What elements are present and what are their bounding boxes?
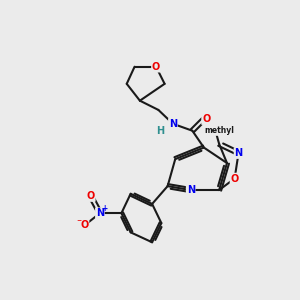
Text: ⁻: ⁻ (77, 218, 82, 228)
Text: O: O (230, 173, 239, 184)
Text: O: O (152, 62, 160, 72)
Text: N: N (96, 208, 104, 218)
Text: N: N (187, 185, 195, 195)
Text: N: N (235, 148, 243, 158)
Text: H: H (157, 126, 165, 136)
Text: O: O (87, 191, 95, 201)
Text: +: + (101, 204, 108, 213)
Text: O: O (202, 114, 210, 124)
Text: methyl: methyl (204, 126, 234, 135)
Text: N: N (169, 119, 177, 129)
Text: O: O (80, 220, 88, 230)
